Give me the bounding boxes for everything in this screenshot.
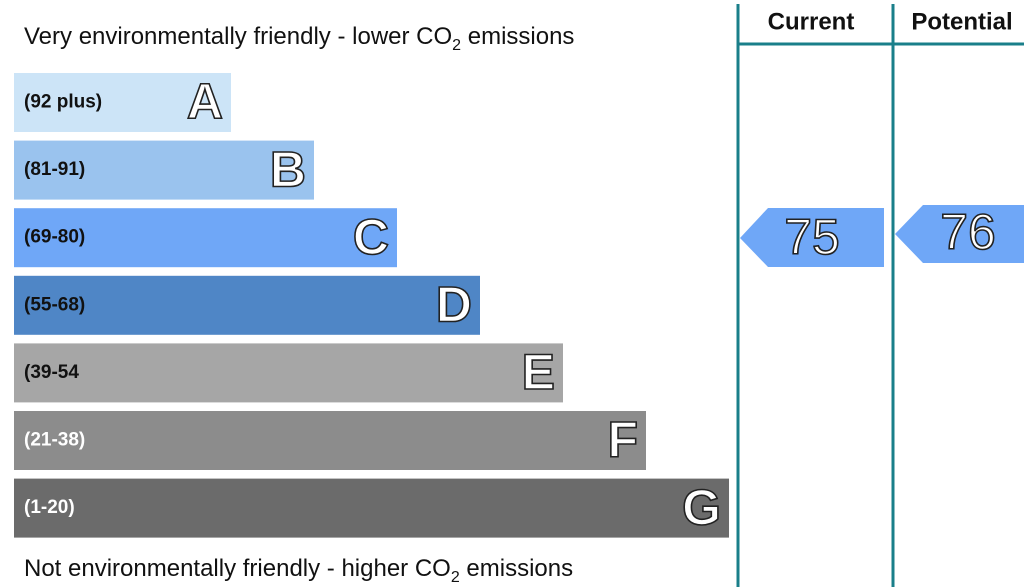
band-range: (39-54 <box>24 362 79 383</box>
band-letter: E <box>522 344 555 400</box>
band-range: (69-80) <box>24 227 85 248</box>
column-header: Potential <box>911 8 1012 35</box>
band-range: (55-68) <box>24 294 85 315</box>
band-letter: C <box>353 209 389 265</box>
current-rating: 75 <box>784 209 840 265</box>
band-letter: D <box>436 277 472 333</box>
band <box>14 73 231 132</box>
band <box>14 411 646 470</box>
column-header: Current <box>768 8 855 35</box>
band <box>14 275 480 335</box>
band <box>14 478 729 538</box>
potential-arrow <box>895 205 1024 263</box>
band-range: (81-91) <box>24 159 85 180</box>
band <box>14 140 314 200</box>
band <box>14 343 563 403</box>
band <box>14 208 397 268</box>
band-letter: B <box>270 141 306 197</box>
bottom-label: Not environmentally friendly - higher CO… <box>24 555 573 586</box>
band-letter: G <box>682 479 721 535</box>
band-letter: A <box>187 74 223 130</box>
band-range: (92 plus) <box>24 92 102 113</box>
potential-rating: 76 <box>940 204 996 260</box>
current-arrow <box>740 208 884 267</box>
top-label: Very environmentally friendly - lower CO… <box>24 23 574 54</box>
band-range: (1-20) <box>24 497 75 518</box>
band-range: (21-38) <box>24 430 85 451</box>
band-letter: F <box>607 412 638 468</box>
